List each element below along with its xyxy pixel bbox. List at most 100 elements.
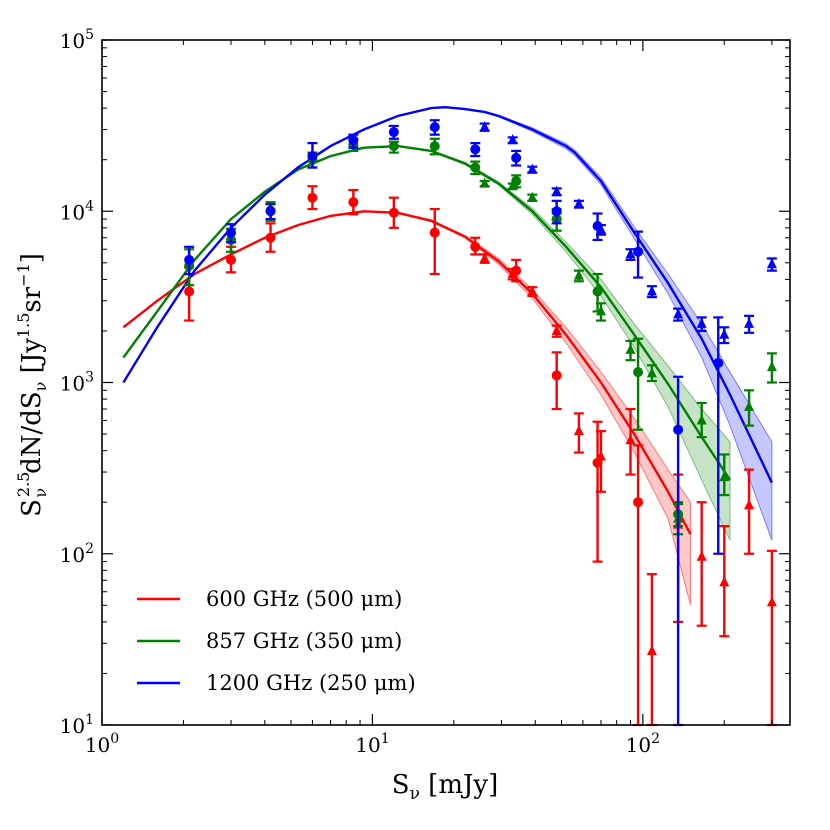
triangle-point [696, 550, 707, 561]
x-axis-label-sub: ν [410, 784, 420, 804]
x-axis-label-base: S [392, 770, 410, 800]
triangle-point [625, 248, 636, 259]
model-curve-2 [122, 105, 773, 484]
circle-point [265, 232, 276, 243]
circle-point [551, 370, 562, 381]
circle-point [388, 141, 399, 152]
y-tick-label: 104 [60, 198, 94, 224]
triangle-point [719, 576, 730, 587]
y-axis-label-unit-close: ] [17, 253, 47, 263]
triangle-point [719, 328, 730, 339]
triangle-point [595, 223, 606, 234]
x-axis-label-unit: [mJy] [420, 770, 498, 800]
data-points [184, 119, 777, 727]
triangle-point [673, 308, 684, 319]
triangle-point [766, 596, 777, 607]
y-tick-exp: 1 [85, 712, 94, 728]
triangle-point [625, 434, 636, 445]
triangle-point [527, 163, 538, 174]
circle-point [633, 246, 644, 257]
y-tick-exp: 5 [85, 27, 94, 43]
triangle-point [696, 317, 707, 328]
y-tick-label: 102 [60, 541, 94, 567]
uncertainty-bands [122, 106, 773, 606]
y-tick-exp: 4 [85, 198, 94, 214]
circle-point [348, 135, 359, 146]
y-axis-label-sup: 2.5 [14, 472, 33, 497]
x-tick-label: 101 [355, 731, 389, 757]
x-tick-exp: 2 [651, 731, 660, 747]
triangle-point [595, 305, 606, 316]
y-axis-label-unit-sup2: −1 [14, 263, 33, 287]
y-tick-label: 101 [60, 712, 94, 738]
y-axis-label-sub2: ν [31, 382, 50, 392]
circle-point [184, 286, 195, 297]
circle-point [226, 227, 237, 238]
plot-frame [101, 39, 791, 726]
triangle-point [595, 450, 606, 461]
circle-point [633, 497, 644, 508]
x-tick-label: 102 [626, 731, 660, 757]
circle-point [429, 122, 440, 133]
legend-label-1: 857 GHz (350 μm) [206, 629, 402, 653]
triangle-point [573, 269, 584, 280]
legend: 600 GHz (500 μm) 857 GHz (350 μm) 1200 GHz… [137, 587, 416, 695]
y-axis-label-unit-open: [Jy [17, 338, 47, 382]
triangle-point [527, 285, 538, 296]
y-tick-exp: 2 [85, 541, 94, 557]
y-tick-label: 105 [60, 27, 94, 53]
triangle-point [646, 645, 657, 656]
model-curve-1 [122, 144, 732, 481]
triangle-point [766, 361, 777, 372]
y-tick-base: 10 [60, 372, 85, 396]
y-tick-base: 10 [60, 714, 85, 738]
triangle-point [646, 367, 657, 378]
triangle-point [573, 425, 584, 436]
legend-label-2: 1200 GHz (250 μm) [206, 671, 416, 695]
triangle-point [625, 343, 636, 354]
triangle-point [551, 185, 562, 196]
triangle-point [507, 134, 518, 145]
y-axis-label-unit-sup: 1.5 [14, 313, 33, 338]
triangle-point [646, 285, 657, 296]
triangle-point [551, 324, 562, 335]
circle-point [429, 227, 440, 238]
y-tick-base: 10 [60, 543, 85, 567]
circle-point [307, 151, 318, 162]
circle-point [551, 206, 562, 217]
triangle-point [507, 268, 518, 279]
triangle-point [744, 317, 755, 328]
circle-point [265, 206, 276, 217]
y-tick-base: 10 [60, 200, 85, 224]
y-tick-label: 103 [60, 370, 94, 396]
circle-point [713, 357, 724, 368]
circle-point [470, 241, 481, 252]
circle-point [307, 192, 318, 203]
x-tick-base: 10 [85, 733, 110, 757]
circle-point [673, 424, 684, 435]
circle-point [388, 127, 399, 138]
circle-point [184, 254, 195, 265]
circle-point [388, 207, 399, 218]
triangle-point [479, 252, 490, 263]
legend-label-0: 600 GHz (500 μm) [206, 587, 402, 611]
uncertainty-band-0 [123, 210, 691, 606]
circle-point [470, 162, 481, 173]
circle-point [511, 152, 522, 163]
circle-point [226, 254, 237, 265]
y-axis-label: S2.5νdN/dSν [Jy1.5sr−1] [14, 253, 50, 517]
y-axis-label-sub: ν [31, 488, 50, 498]
x-tick-label: 100 [85, 731, 119, 757]
triangle-point [479, 121, 490, 132]
circle-point [633, 367, 644, 378]
circle-point [429, 141, 440, 152]
circle-point [470, 144, 481, 155]
model-curves [122, 105, 773, 535]
y-tick-base: 10 [60, 29, 85, 53]
model-curve-0 [122, 210, 692, 535]
triangle-point [527, 191, 538, 202]
triangle-point [719, 471, 730, 482]
x-axis-label: Sν [mJy] [392, 770, 498, 804]
